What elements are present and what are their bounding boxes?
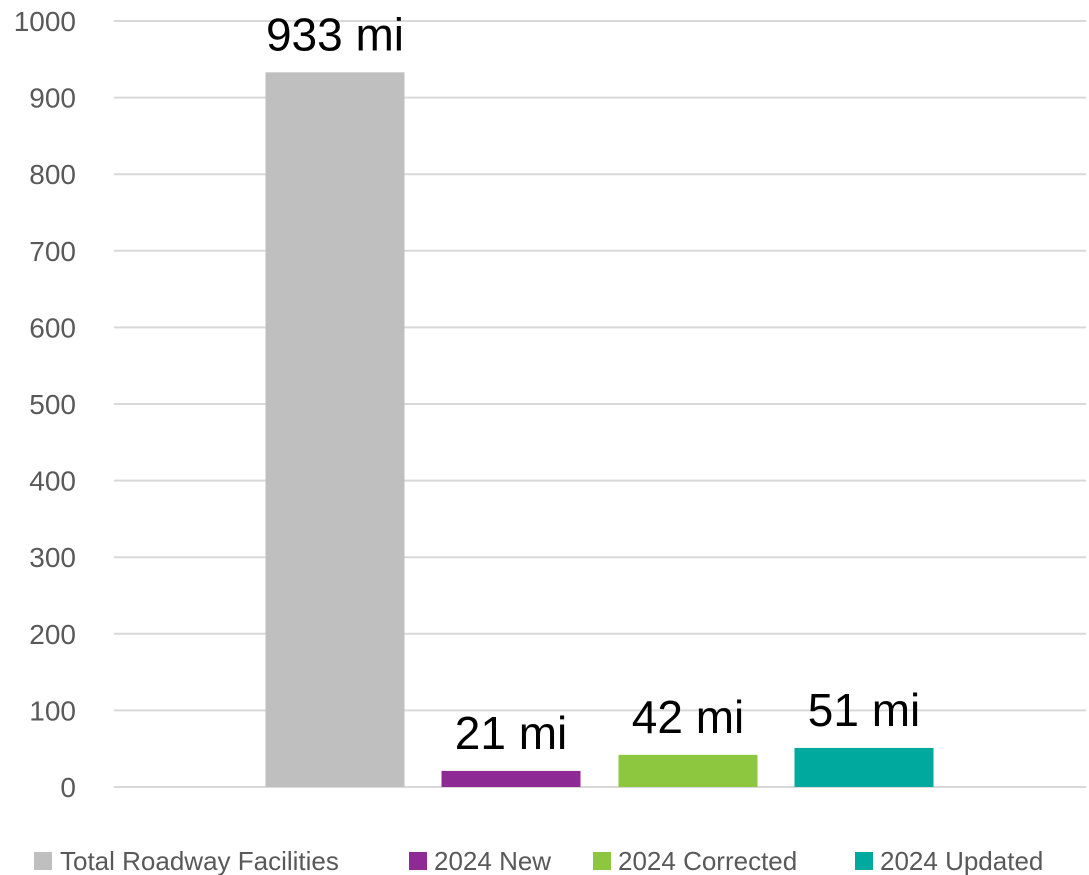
y-tick-label: 400 xyxy=(29,466,76,497)
legend-swatch xyxy=(593,852,611,870)
legend-swatch xyxy=(409,852,427,870)
legend: Total Roadway Facilities 2024 New 2024 Cor… xyxy=(34,846,1043,875)
bar-2024-updated xyxy=(794,747,934,787)
y-tick-label: 1000 xyxy=(14,6,76,37)
data-label: 42 mi xyxy=(632,691,744,743)
legend-label: Total Roadway Facilities xyxy=(60,846,339,875)
y-tick-label: 100 xyxy=(29,695,76,726)
y-tick-label: 200 xyxy=(29,619,76,650)
bar-2024-new xyxy=(441,770,581,787)
data-label: 933 mi xyxy=(266,8,404,60)
legend-swatch xyxy=(855,852,873,870)
data-label: 51 mi xyxy=(808,684,920,736)
bars xyxy=(265,72,934,787)
legend-label: 2024 Updated xyxy=(880,846,1043,875)
legend-label: 2024 New xyxy=(434,846,551,875)
y-tick-label: 700 xyxy=(29,236,76,267)
data-labels: 933 mi 21 mi 42 mi 51 mi xyxy=(266,8,920,759)
y-tick-label: 800 xyxy=(29,159,76,190)
legend-item: Total Roadway Facilities xyxy=(34,846,339,875)
y-tick-label: 0 xyxy=(60,772,76,803)
legend-item: 2024 Updated xyxy=(855,846,1043,875)
bar-total-roadway-facilities xyxy=(265,72,405,787)
bar-2024-corrected xyxy=(618,754,758,787)
legend-item: 2024 Corrected xyxy=(593,846,797,875)
data-label: 21 mi xyxy=(455,707,567,759)
y-tick-label: 500 xyxy=(29,389,76,420)
legend-label: 2024 Corrected xyxy=(618,846,797,875)
gridlines xyxy=(114,20,1086,788)
y-tick-label: 900 xyxy=(29,83,76,114)
y-tick-label: 600 xyxy=(29,312,76,343)
y-tick-label: 300 xyxy=(29,542,76,573)
legend-swatch xyxy=(34,852,52,870)
legend-item: 2024 New xyxy=(409,846,551,875)
y-axis-tick-labels: 0 100 200 300 400 500 600 700 800 900 1000 xyxy=(14,6,76,803)
